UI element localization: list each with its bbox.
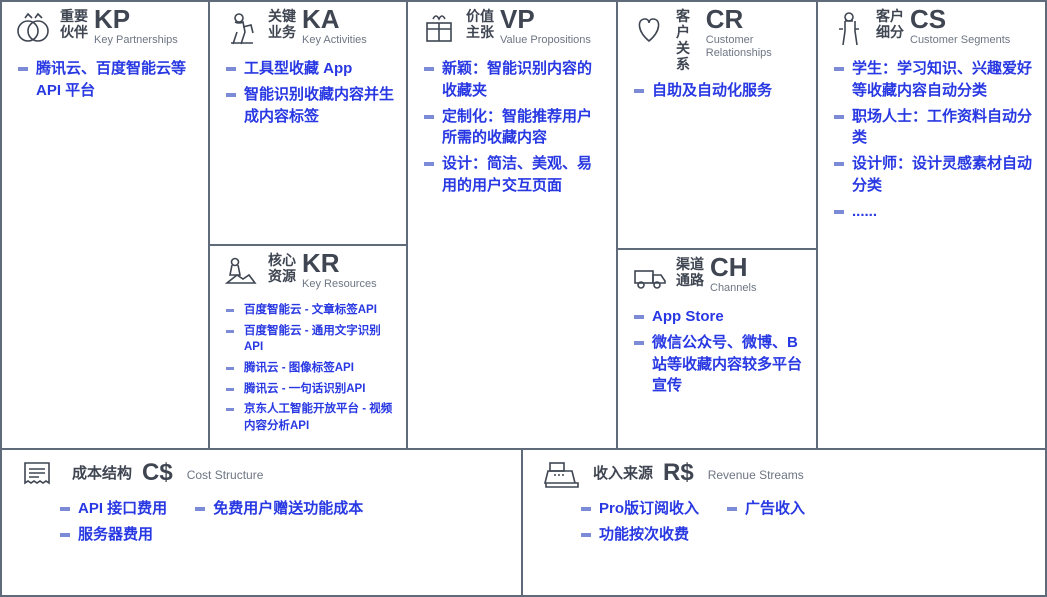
block-abbr: KP [94, 6, 178, 32]
item-list-ka: 工具型收藏 App 智能识别收藏内容并生成内容标签 [220, 58, 396, 127]
business-model-canvas: 重要伙伴 KP Key Partnerships 腾讯云、百度智能云等 API … [0, 0, 1047, 597]
block-header-ch: 渠道通路 CH Channels [628, 256, 806, 298]
list-item: 自助及自动化服务 [634, 80, 806, 102]
block-abbr: KA [302, 6, 367, 32]
rings-icon [12, 8, 54, 50]
block-vp: 价值主张 VP Value Propositions 新颖：智能识别内容的收藏夹… [408, 2, 616, 209]
block-title-en: Key Activities [302, 34, 367, 47]
block-abbr: CR [706, 6, 806, 32]
block-abbr: CH [710, 254, 756, 280]
block-title-en: Key Partnerships [94, 34, 178, 47]
block-cs: 客户细分 CS Customer Segments 学生：学习知识、兴趣爱好等收… [818, 2, 1045, 234]
block-revenue: 收入来源 R$ Revenue Streams Pro版订阅收入 功能按次收费 … [523, 450, 1045, 595]
block-header-cost: 成本结构 C$ Cost Structure [16, 456, 507, 492]
list-item: 百度智能云 - 文章标签API [226, 302, 396, 319]
block-abbr: CS [910, 6, 1010, 32]
worker-icon [220, 8, 262, 50]
block-title-en: Customer Relationships [706, 34, 806, 59]
block-abbr: R$ [663, 461, 694, 485]
list-item: 服务器费用 [60, 524, 167, 546]
block-title-en: Customer Segments [910, 34, 1010, 47]
block-abbr: KR [302, 250, 377, 276]
block-header-vp: 价值主张 VP Value Propositions [418, 8, 606, 50]
list-item: 广告收入 [727, 498, 805, 520]
block-title-cn: 价值主张 [466, 8, 496, 40]
receipt-icon [16, 456, 62, 492]
list-item: 新颖：智能识别内容的收藏夹 [424, 58, 606, 102]
column-kp: 重要伙伴 KP Key Partnerships 腾讯云、百度智能云等 API … [2, 2, 210, 448]
block-title-cn: 渠道通路 [676, 256, 706, 288]
block-header-cr: 客户关系 CR Customer Relationships [628, 8, 806, 72]
block-title-cn: 重要伙伴 [60, 8, 90, 40]
list-item: Pro版订阅收入 [581, 498, 699, 520]
cost-col-1: API 接口费用 服务器费用 [60, 498, 167, 550]
list-item: 定制化：智能推荐用户所需的收藏内容 [424, 106, 606, 150]
cost-col-2: 免费用户赠送功能成本 [195, 498, 363, 550]
block-title-en: Revenue Streams [708, 469, 804, 483]
item-list-cs: 学生：学习知识、兴趣爱好等收藏内容自动分类 职场人士：工作资料自动分类 设计师：… [828, 58, 1035, 222]
list-item: 百度智能云 - 通用文字识别API [226, 323, 396, 356]
block-title-en: Value Propositions [500, 34, 591, 47]
block-header-kr: 核心资源 KR Key Resources [220, 252, 396, 294]
list-item: 腾讯云 - 一句话识别API [226, 381, 396, 398]
list-item: API 接口费用 [60, 498, 167, 520]
standing-person-icon [828, 8, 870, 50]
list-item: 京东人工智能开放平台 - 视频内容分析API [226, 401, 396, 434]
item-list-kr: 百度智能云 - 文章标签API 百度智能云 - 通用文字识别API 腾讯云 - … [220, 302, 396, 435]
block-title-cn: 客户细分 [876, 8, 906, 40]
block-kp: 重要伙伴 KP Key Partnerships 腾讯云、百度智能云等 API … [2, 2, 208, 114]
item-list-ch: App Store 微信公众号、微博、B站等收藏内容较多平台宣传 [628, 306, 806, 397]
canvas-top-row: 重要伙伴 KP Key Partnerships 腾讯云、百度智能云等 API … [2, 2, 1045, 448]
cost-body: API 接口费用 服务器费用 免费用户赠送功能成本 [16, 498, 507, 550]
item-list-cr: 自助及自动化服务 [628, 80, 806, 102]
block-title-cn: 客户关系 [676, 8, 702, 72]
block-title-cn: 成本结构 [72, 465, 132, 482]
list-item: App Store [634, 306, 806, 328]
column-cs: 客户细分 CS Customer Segments 学生：学习知识、兴趣爱好等收… [818, 2, 1045, 448]
cash-register-icon [537, 456, 583, 492]
list-item: 设计：简洁、美观、易用的用户交互页面 [424, 153, 606, 197]
block-header-kp: 重要伙伴 KP Key Partnerships [12, 8, 198, 50]
block-title-cn: 关键业务 [268, 8, 298, 40]
list-item: 微信公众号、微博、B站等收藏内容较多平台宣传 [634, 332, 806, 397]
block-ch: 渠道通路 CH Channels App Store 微信公众号、微博、B站等收… [618, 250, 816, 448]
list-item: 设计师：设计灵感素材自动分类 [834, 153, 1035, 197]
list-item: ...... [834, 201, 1035, 223]
revenue-col-1: Pro版订阅收入 功能按次收费 [581, 498, 699, 550]
list-item: 职场人士：工作资料自动分类 [834, 106, 1035, 150]
list-item: 工具型收藏 App [226, 58, 396, 80]
list-item: 腾讯云、百度智能云等 API 平台 [18, 58, 198, 102]
block-header-cs: 客户细分 CS Customer Segments [828, 8, 1035, 50]
truck-icon [628, 256, 670, 298]
block-cost: 成本结构 C$ Cost Structure API 接口费用 服务器费用 免费… [2, 450, 523, 595]
list-item: 功能按次收费 [581, 524, 699, 546]
list-item: 智能识别收藏内容并生成内容标签 [226, 84, 396, 128]
column-vp: 价值主张 VP Value Propositions 新颖：智能识别内容的收藏夹… [408, 2, 618, 448]
block-title-en: Channels [710, 282, 756, 295]
item-list-vp: 新颖：智能识别内容的收藏夹 定制化：智能推荐用户所需的收藏内容 设计：简洁、美观… [418, 58, 606, 197]
block-ka: 关键业务 KA Key Activities 工具型收藏 App 智能识别收藏内… [210, 2, 406, 246]
gift-box-icon [418, 8, 460, 50]
block-kr: 核心资源 KR Key Resources 百度智能云 - 文章标签API 百度… [210, 246, 406, 448]
block-header-revenue: 收入来源 R$ Revenue Streams [537, 456, 1031, 492]
canvas-bottom-row: 成本结构 C$ Cost Structure API 接口费用 服务器费用 免费… [2, 448, 1045, 595]
item-list-kp: 腾讯云、百度智能云等 API 平台 [12, 58, 198, 102]
revenue-col-2: 广告收入 [727, 498, 805, 550]
block-abbr: C$ [142, 461, 173, 485]
block-header-ka: 关键业务 KA Key Activities [220, 8, 396, 50]
revenue-body: Pro版订阅收入 功能按次收费 广告收入 [537, 498, 1031, 550]
factory-person-icon [220, 252, 262, 294]
list-item: 免费用户赠送功能成本 [195, 498, 363, 520]
block-title-cn: 核心资源 [268, 252, 298, 284]
list-item: 学生：学习知识、兴趣爱好等收藏内容自动分类 [834, 58, 1035, 102]
heart-icon [628, 8, 670, 50]
list-item: 腾讯云 - 图像标签API [226, 360, 396, 377]
block-title-en: Cost Structure [187, 469, 264, 483]
block-cr: 客户关系 CR Customer Relationships 自助及自动化服务 [618, 2, 816, 250]
block-title-en: Key Resources [302, 278, 377, 291]
block-title-cn: 收入来源 [593, 465, 653, 482]
column-cr-ch: 客户关系 CR Customer Relationships 自助及自动化服务 [618, 2, 818, 448]
column-ka-kr: 关键业务 KA Key Activities 工具型收藏 App 智能识别收藏内… [210, 2, 408, 448]
block-abbr: VP [500, 6, 591, 32]
